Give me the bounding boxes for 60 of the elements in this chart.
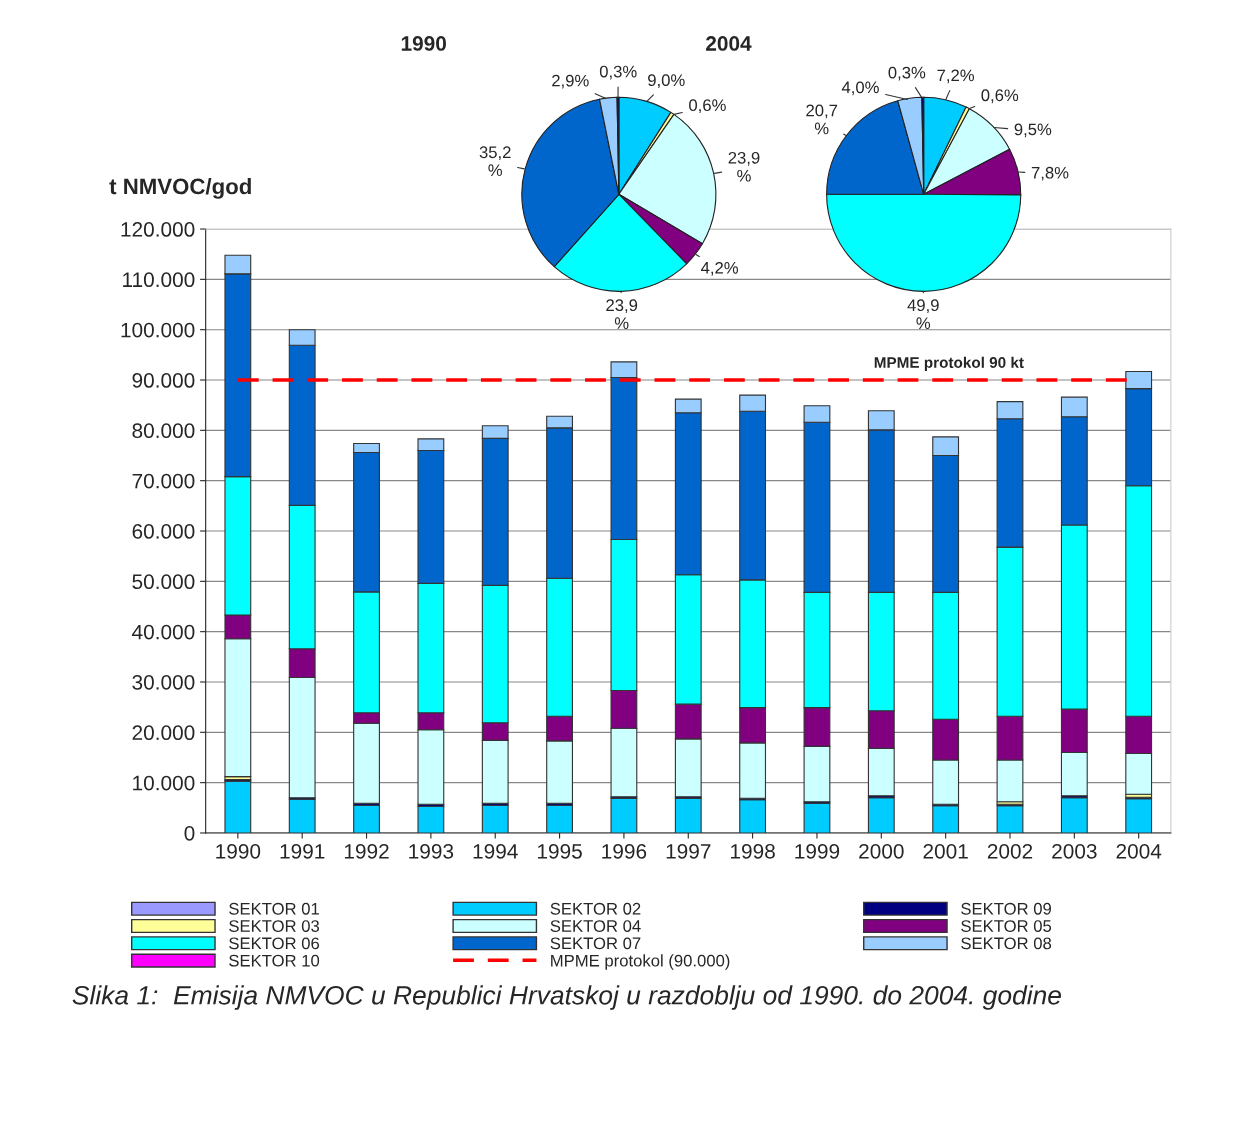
annotation: MPME protokol 90 kt: [874, 356, 1024, 371]
x-tick-label: 1996: [602, 843, 647, 859]
legend-label: SEKTOR 10: [229, 954, 320, 967]
legend-label: SEKTOR 04: [550, 920, 641, 932]
y-tick-label: 120.000: [121, 222, 195, 237]
data-label: 23,9 %: [728, 151, 760, 182]
data-label: 9,0%: [648, 74, 685, 89]
y-tick-label: 10.000: [133, 775, 195, 791]
y-tick-label: 70.000: [132, 473, 195, 489]
y-axis-title: t NMVOC/god: [109, 178, 251, 199]
chart-title: 2004: [706, 36, 752, 51]
x-tick-label: 1998: [731, 843, 775, 859]
y-tick-label: 90.000: [132, 373, 195, 388]
data-label: 0,3%: [888, 66, 926, 81]
x-tick-label: 1995: [537, 843, 582, 859]
x-tick-label: 1993: [409, 843, 454, 859]
data-label: 2,9%: [552, 74, 589, 89]
x-tick-label: 2001: [923, 843, 968, 859]
x-tick-label: 2002: [987, 843, 1033, 859]
data-label: 7,2%: [937, 69, 975, 84]
data-label: 7,8%: [1031, 166, 1069, 181]
y-tick-label: 50.000: [132, 574, 195, 590]
y-tick-label: 60.000: [132, 524, 195, 539]
text: Slika 1: Emisija NMVOC u Republici Hrvatskoj u razdoblju od 1990. do 2004. godine: [72, 985, 1061, 1010]
legend-label: SEKTOR 02: [550, 902, 641, 915]
chart-title: 1990: [401, 36, 446, 51]
x-tick-label: 1992: [344, 843, 389, 859]
x-tick-label: 2000: [859, 843, 904, 859]
data-label: 9,5%: [1014, 123, 1052, 138]
legend-label: SEKTOR 08: [961, 937, 1052, 950]
y-tick-label: 80.000: [132, 423, 195, 439]
data-label: 20,7 %: [806, 104, 838, 135]
data-label: 4,0%: [841, 81, 879, 96]
y-tick-label: 40.000: [132, 624, 195, 640]
data-label: 35,2 %: [479, 146, 511, 177]
legend-label: SEKTOR 03: [229, 920, 320, 932]
legend-label: SEKTOR 07: [550, 937, 641, 950]
legend-label: MPME protokol (90.000): [551, 954, 730, 970]
data-label: 49,9 %: [907, 299, 939, 329]
y-tick-label: 100.000: [121, 322, 195, 338]
x-tick-label: 1997: [666, 843, 711, 859]
legend-label: SEKTOR 09: [961, 902, 1052, 915]
y-tick-label: 0: [184, 825, 195, 841]
y-tick-label: 30.000: [132, 674, 195, 690]
x-tick-label: 2003: [1052, 843, 1097, 859]
x-tick-label: 1999: [795, 843, 840, 859]
x-tick-label: 1991: [280, 843, 325, 859]
data-label: 0,6%: [689, 99, 726, 114]
data-label: 23,9 %: [606, 299, 638, 329]
legend-label: SEKTOR 05: [961, 920, 1052, 932]
x-tick-label: 2004: [1116, 843, 1162, 859]
data-label: 0,3%: [599, 65, 637, 80]
x-tick-label: 1994: [473, 843, 518, 859]
data-label: 4,2%: [701, 261, 739, 276]
y-tick-label: 110.000: [123, 272, 195, 288]
y-tick-label: 20.000: [132, 725, 195, 741]
data-label: 0,6%: [981, 89, 1019, 104]
legend-label: SEKTOR 06: [229, 937, 320, 950]
legend-label: SEKTOR 01: [229, 902, 319, 915]
x-tick-label: 1990: [216, 843, 261, 859]
